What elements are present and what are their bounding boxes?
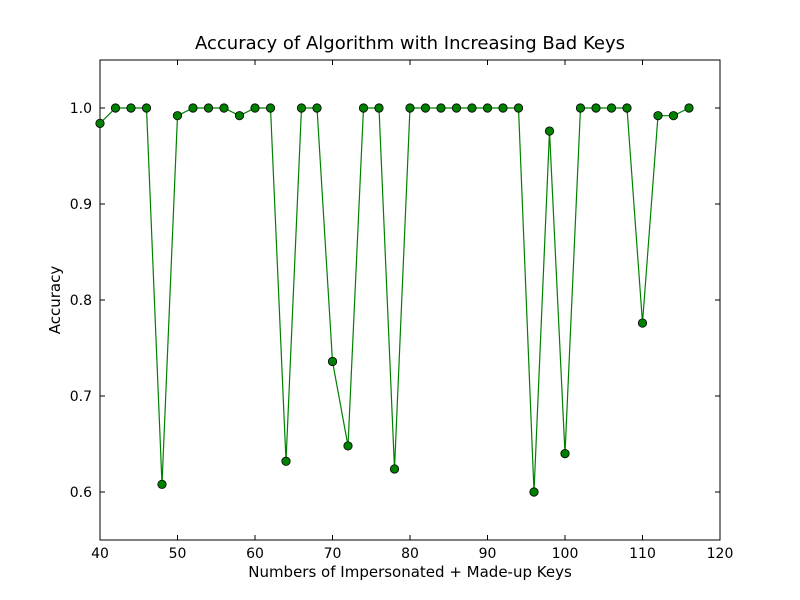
data-point-marker bbox=[684, 103, 694, 113]
data-point-marker bbox=[95, 118, 105, 128]
data-point-marker bbox=[141, 103, 152, 113]
data-point-marker bbox=[606, 103, 617, 113]
plot-area bbox=[99, 59, 721, 541]
y-tick-label: 0.6 bbox=[70, 485, 92, 501]
y-tick-label: 0.7 bbox=[70, 389, 92, 405]
accuracy-series-points bbox=[95, 103, 694, 497]
x-tick-label: 120 bbox=[707, 546, 734, 562]
data-point-marker bbox=[389, 464, 400, 474]
data-point-marker bbox=[513, 103, 524, 113]
data-point-marker bbox=[110, 103, 121, 113]
y-tick-label: 1.0 bbox=[70, 101, 92, 117]
x-tick-label: 50 bbox=[169, 546, 187, 562]
x-tick-label: 100 bbox=[552, 546, 579, 562]
data-point-marker bbox=[188, 103, 198, 113]
data-point-marker bbox=[157, 479, 167, 489]
x-axis: 40 50 60 70 80 90 100 110 120 bbox=[91, 60, 733, 562]
data-point-marker bbox=[637, 318, 648, 328]
x-tick-label: 70 bbox=[324, 546, 342, 562]
y-tick-label: 0.9 bbox=[70, 197, 92, 213]
x-axis-label: Numbers of Impersonated + Made-up Keys bbox=[248, 563, 572, 581]
data-point-marker bbox=[560, 448, 570, 459]
data-point-marker bbox=[405, 103, 415, 113]
data-point-marker bbox=[529, 487, 539, 497]
data-point-marker bbox=[281, 456, 291, 466]
data-point-marker bbox=[327, 356, 338, 367]
data-point-marker bbox=[668, 111, 679, 121]
data-point-marker bbox=[250, 103, 260, 113]
data-point-marker bbox=[622, 103, 632, 113]
data-point-marker bbox=[172, 111, 183, 121]
data-point-marker bbox=[420, 103, 431, 113]
x-tick-label: 80 bbox=[401, 546, 419, 562]
data-point-marker bbox=[467, 103, 477, 113]
x-tick-label: 40 bbox=[91, 546, 109, 562]
data-point-marker bbox=[312, 103, 322, 113]
data-point-marker bbox=[374, 103, 384, 113]
chart-title: Accuracy of Algorithm with Increasing Ba… bbox=[195, 33, 625, 54]
data-point-marker bbox=[653, 111, 663, 121]
data-point-marker bbox=[451, 103, 462, 113]
data-point-marker bbox=[358, 103, 369, 113]
data-point-marker bbox=[296, 103, 307, 113]
data-point-marker bbox=[203, 103, 214, 113]
data-point-marker bbox=[343, 441, 353, 451]
y-axis: 0.6 0.7 0.8 0.9 1.0 bbox=[70, 101, 720, 501]
data-point-marker bbox=[234, 111, 245, 121]
data-point-marker bbox=[482, 103, 493, 113]
y-axis-label: Accuracy bbox=[46, 266, 64, 335]
data-point-marker bbox=[498, 103, 508, 113]
data-point-marker bbox=[575, 103, 586, 113]
data-point-marker bbox=[544, 126, 555, 136]
data-point-marker bbox=[219, 103, 229, 113]
x-tick-label: 110 bbox=[629, 546, 656, 562]
data-point-marker bbox=[436, 103, 446, 113]
x-tick-label: 90 bbox=[479, 546, 497, 562]
y-tick-label: 0.8 bbox=[70, 293, 92, 309]
data-point-marker bbox=[591, 103, 601, 113]
data-point-marker bbox=[265, 103, 276, 113]
x-tick-label: 60 bbox=[246, 546, 264, 562]
data-point-marker bbox=[126, 103, 136, 113]
